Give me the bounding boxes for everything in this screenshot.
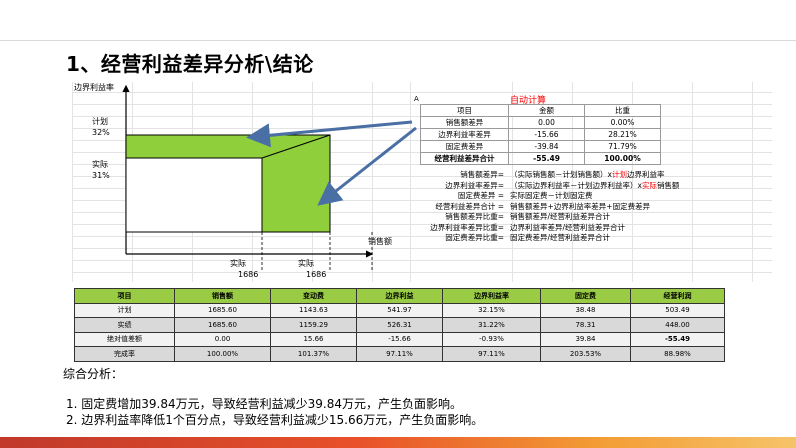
table-cell: 448.00 [630,317,725,333]
table-total-row: 经营利益差异合计 -55.49 100.00% [420,152,661,165]
formula-list: 销售额差异= （实际销售额－计划销售额）x计划边界利益率 边界利益率差异= （实… [410,170,679,244]
table-row: 计划 1685.60 1143.63 541.97 32.15% 38.48 5… [74,302,725,318]
header-cell: 金额 [508,104,585,117]
x-actual-label-1: 实际 [230,259,246,268]
table-cell: -0.93% [442,331,541,347]
table-cell: 1159.29 [270,317,357,333]
auto-calc-label: 自动计算 [510,96,547,106]
table-cell: 38.48 [540,302,631,318]
header-cell: 项目 [74,288,175,304]
footer-gradient-bar [0,437,796,448]
table-cell: 1685.60 [174,317,271,333]
formula-row: 边界利益率差异= （实际边界利益率－计划边界利益率）x实际销售额 [445,180,680,190]
table-cell: 97.11% [356,346,443,362]
table-cell: 计划 [74,302,175,318]
table-row: 实绩 1685.60 1159.29 526.31 31.22% 78.31 4… [74,317,725,333]
table-cell: 经营利益差异合计 [420,152,509,165]
plan-label: 计划 [92,117,108,126]
table-cell: 100.00% [584,152,661,165]
plan-value: 32% [92,128,110,137]
table-cell: 541.97 [356,302,443,318]
table-cell: 28.21% [584,128,661,141]
table-header-row: 项目 销售额 变动费 边界利益 边界利益率 固定费 经营利润 [74,288,725,304]
table-cell: 完成率 [74,346,175,362]
table-cell: -15.66 [508,128,585,141]
table-cell: 39.84 [540,331,631,347]
table-cell: 100.00% [174,346,271,362]
table-row: 边界利益率差异 -15.66 28.21% [420,128,661,141]
formula-row: 固定费差异 = 实际固定费－计划固定费 [457,191,593,200]
y-axis-label: 边界利益率 [74,83,114,92]
variance-table: 项目 金额 比重 销售额差异 0.00 0.00% 边界利益率差异 -15.66… [420,104,661,165]
actual-label: 实际 [92,160,108,169]
table-cell: 78.31 [540,317,631,333]
table-cell: 1143.63 [270,302,357,318]
table-cell: 15.66 [270,331,357,347]
header-cell: 经营利润 [630,288,725,304]
header-cell: 销售额 [174,288,271,304]
header-divider [0,40,796,41]
profit-diagram: 边界利益率 计划 32% 实际 31% 销售额 实际 1686 实际 1686 [72,82,432,282]
table-cell: 31.22% [442,317,541,333]
header-cell: 边界利益 [356,288,443,304]
table-row: 绝对值差额 0.00 15.66 -15.66 -0.93% 39.84 -55… [74,331,725,347]
table-cell: 1685.60 [174,302,271,318]
header-cell: 边界利益率 [442,288,541,304]
x-actual-value-2: 1686 [306,270,327,279]
table-cell: 203.53% [540,346,631,362]
formula-row: 销售额差异比重= 销售额差异/经营利益差异合计 [445,212,611,221]
table-row: 销售额差异 0.00 0.00% [420,116,661,129]
analysis-point-2: 2. 边界利益率降低1个百分点，导致经营利益减少15.66万元，产生负面影响。 [66,413,484,427]
diagram-graphic [122,84,417,272]
table-cell: 0.00 [508,116,585,129]
table-cell: 边界利益率差异 [420,128,509,141]
table-cell: -55.49 [508,152,585,165]
header-cell: 变动费 [270,288,357,304]
table-cell: 固定费差异 [420,140,509,153]
table-cell: 88.98% [630,346,725,362]
actual-value: 31% [92,171,110,180]
profit-summary-table: 项目 销售额 变动费 边界利益 边界利益率 固定费 经营利润 计划 1685.6… [74,288,725,362]
analysis-heading: 综合分析： [63,367,124,381]
formula-row: 经营利益差异合计 = 销售额差异+边界利益率差异+固定费差异 [435,201,651,211]
table-row: 完成率 100.00% 101.37% 97.11% 97.11% 203.53… [74,346,725,362]
formula-row: 销售额差异= （实际销售额－计划销售额）x计划边界利益率 [460,170,665,179]
table-cell: -55.49 [630,331,725,347]
table-cell: 97.11% [442,346,541,362]
table-cell: -15.66 [356,331,443,347]
table-cell: 销售额差异 [420,116,509,129]
table-cell: 实绩 [74,317,175,333]
table-cell: 503.49 [630,302,725,318]
x-actual-value-1: 1686 [238,270,259,279]
table-cell: 0.00 [174,331,271,347]
header-cell: 固定费 [540,288,631,304]
header-cell: 项目 [420,104,509,117]
x-axis-label: 销售额 [368,237,392,246]
formula-row: 固定费差异比重= 固定费差异/经营利益差异合计 [445,233,611,242]
x-actual-label-2: 实际 [298,259,314,268]
table-cell: 101.37% [270,346,357,362]
analysis-point-1: 1. 固定费增加39.84万元，导致经营利益减少39.84万元，产生负面影响。 [66,397,462,411]
table-cell: 526.31 [356,317,443,333]
table-cell: 71.79% [584,140,661,153]
table-cell: 0.00% [584,116,661,129]
slide-title: 1、经营利益差异分析\结论 [66,52,314,76]
table-cell: 32.15% [442,302,541,318]
column-marker: A [414,95,419,103]
table-row: 固定费差异 -39.84 71.79% [420,140,661,153]
header-cell: 比重 [584,104,661,117]
formula-row: 边界利益率差异比重= 边界利益率差异/经营利益差异合计 [430,222,626,232]
table-header-row: 项目 金额 比重 [420,104,661,117]
table-cell: -39.84 [508,140,585,153]
table-cell: 绝对值差额 [74,331,175,347]
